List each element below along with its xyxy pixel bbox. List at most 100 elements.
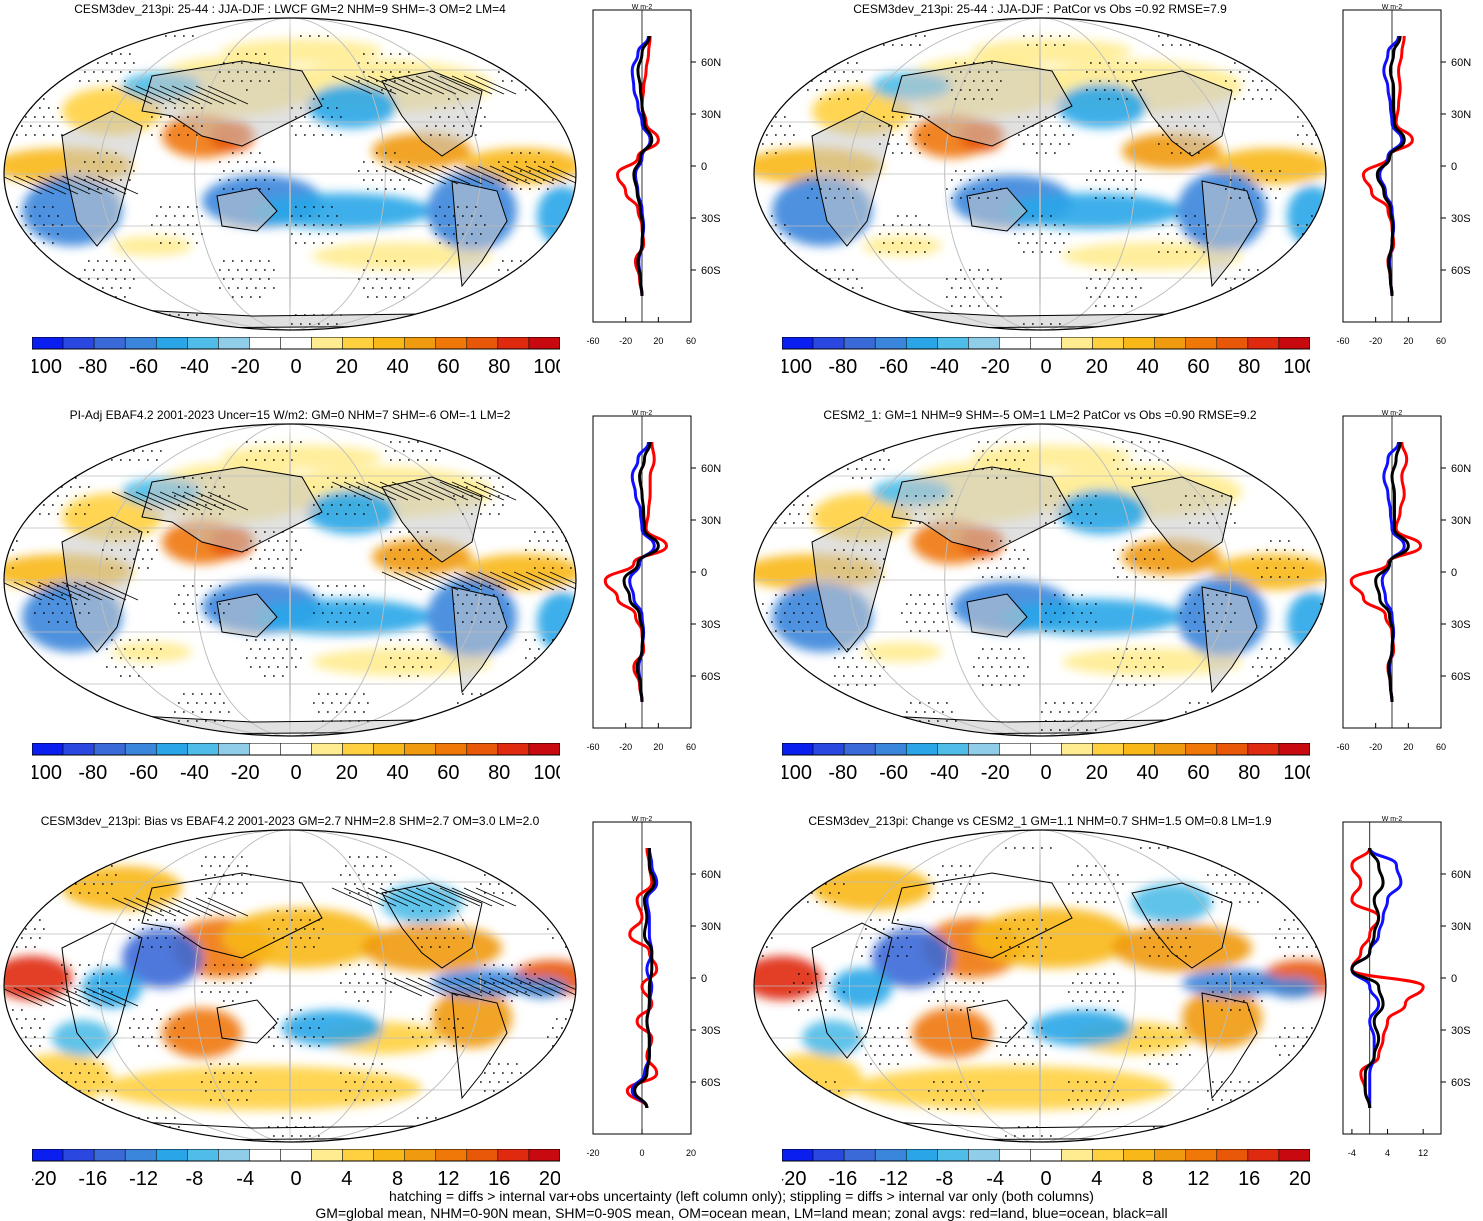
all-zonal-curve — [632, 35, 654, 297]
colorbar-swatch — [124, 743, 157, 756]
graticule — [754, 424, 1326, 736]
colorbar-tick-label: 40 — [386, 762, 408, 783]
value-tick-label: -60 — [586, 742, 599, 752]
colorbar-swatch — [1278, 1149, 1310, 1162]
colorbar-swatch — [1092, 743, 1124, 756]
land-mask — [452, 181, 507, 286]
panel-title: CESM3dev_213pi: 25-44 : JJA-DJF : LWCF G… — [74, 2, 506, 16]
colorbar-tick-label: -60 — [879, 356, 908, 377]
negative-anomaly — [1002, 599, 1182, 635]
land-mask — [892, 61, 1072, 146]
map — [3, 423, 577, 737]
colorbar-tick-label: 20 — [336, 356, 358, 377]
negative-anomaly — [1132, 883, 1212, 923]
negative-anomaly — [122, 928, 202, 988]
positive-anomaly — [222, 908, 382, 968]
map — [3, 829, 577, 1143]
colorbar-swatch — [311, 337, 343, 350]
colorbar-swatch — [435, 1149, 468, 1162]
positive-anomaly — [222, 445, 382, 469]
colorbar-swatch — [32, 743, 64, 756]
positive-anomaly — [862, 236, 942, 256]
colorbar-swatch — [1185, 337, 1218, 350]
colorbar-swatch — [1247, 743, 1280, 756]
value-tick-label: -60 — [1336, 336, 1349, 346]
colorbar-tick-label: -80 — [78, 762, 107, 783]
colorbar: -20 -16 -12 -8 -4 0 4 8 12 16 20 — [32, 1149, 560, 1189]
colorbar-tick-label: -20 — [231, 356, 260, 377]
positive-anomaly — [972, 39, 1132, 63]
positive-anomaly — [62, 866, 182, 910]
positive-anomaly — [1112, 924, 1252, 972]
positive-anomaly — [362, 924, 502, 972]
hatching — [4, 887, 576, 1007]
colorbar-tick-label: 20 — [539, 1168, 560, 1189]
lat-tick-label: 60N — [701, 869, 721, 881]
land-mask — [967, 594, 1027, 637]
colorbar-frame — [782, 743, 1310, 756]
negative-anomaly — [1267, 978, 1317, 998]
land-mask — [892, 467, 1072, 552]
colorbar-swatch — [874, 337, 907, 350]
lat-tick-label: 0 — [1451, 567, 1457, 579]
positive-anomaly — [1212, 148, 1326, 184]
positive-anomaly — [852, 1066, 1172, 1110]
colorbar-swatch — [1030, 743, 1062, 756]
map — [753, 829, 1327, 1143]
colorbar-swatch — [1247, 337, 1280, 350]
colorbar-tick-label: 100 — [533, 762, 560, 783]
colorbar-tick-label: 60 — [1187, 762, 1209, 783]
all-zonal-curve — [1374, 441, 1410, 703]
value-tick-label: 20 — [1403, 336, 1413, 346]
colorbar-swatch — [497, 337, 530, 350]
colorbar-tick-label: -4 — [986, 1168, 1004, 1189]
colorbar-swatch — [404, 337, 437, 350]
colorbar-swatch — [782, 1149, 814, 1162]
colorbar-tick-label: -16 — [828, 1168, 857, 1189]
colorbar-tick-label: 16 — [1238, 1168, 1260, 1189]
negative-anomaly — [307, 84, 397, 128]
colorbar-tick-label: 0 — [1040, 356, 1051, 377]
colorbar-tick-label: -40 — [180, 762, 209, 783]
colorbar-swatch — [32, 337, 64, 350]
colorbar-swatch — [999, 743, 1031, 756]
land-mask — [1242, 442, 1282, 467]
value-tick-label: -20 — [1369, 742, 1382, 752]
colorbar-swatch — [155, 337, 188, 350]
land-mask — [382, 71, 482, 156]
colorbar-swatch — [843, 743, 876, 756]
colorbar-tick-label: 40 — [1136, 356, 1158, 377]
colorbar-swatch — [435, 743, 468, 756]
colorbar-tick-label: -12 — [129, 1168, 158, 1189]
lat-tick-label: 0 — [701, 567, 707, 579]
positive-anomaly — [754, 956, 822, 1000]
colorbar-swatch — [155, 1149, 188, 1162]
colorbar-swatch — [93, 743, 126, 756]
map — [753, 423, 1327, 737]
value-tick-label: 20 — [653, 742, 663, 752]
colorbar-tick-label: 80 — [488, 356, 510, 377]
zonal-mean-plot: W m-2 60N 30N 0 30S 60S -4 4 12 — [1342, 816, 1471, 1158]
colorbar-swatch — [1092, 337, 1124, 350]
colorbar-swatch — [968, 1149, 1000, 1162]
colorbar-swatch — [466, 1149, 499, 1162]
colorbar-tick-label: -40 — [180, 356, 209, 377]
negative-anomaly — [1182, 969, 1282, 997]
colorbar-swatch — [497, 743, 530, 756]
colorbar-swatch — [249, 337, 281, 350]
land-mask — [492, 36, 532, 61]
colorbar-swatch — [218, 743, 250, 756]
land-mask — [1202, 181, 1257, 286]
colorbar-tick-label: 0 — [1040, 1168, 1051, 1189]
colorbar-swatch — [62, 1149, 95, 1162]
colorbar-swatch — [1061, 1149, 1093, 1162]
positive-anomaly — [222, 39, 382, 63]
lat-tick-label: 0 — [701, 973, 707, 985]
map-field — [754, 830, 1326, 1142]
colorbar-swatch — [874, 743, 907, 756]
footer-line-2: GM=global mean, NHM=0-90N mean, SHM=0-90… — [315, 1205, 1168, 1221]
colorbar-swatch — [373, 337, 405, 350]
colorbar: -100 -80 -60 -40 -20 0 20 40 60 80 100 — [782, 337, 1310, 377]
colorbar-tick-label: -20 — [981, 356, 1010, 377]
lat-tick-label: 30S — [701, 213, 721, 225]
